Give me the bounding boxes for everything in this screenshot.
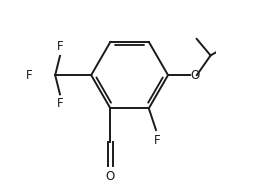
Text: F: F <box>26 69 33 82</box>
Text: F: F <box>57 97 63 110</box>
Text: O: O <box>191 69 200 82</box>
Text: F: F <box>154 134 161 147</box>
Text: O: O <box>106 170 115 183</box>
Text: F: F <box>57 40 63 53</box>
